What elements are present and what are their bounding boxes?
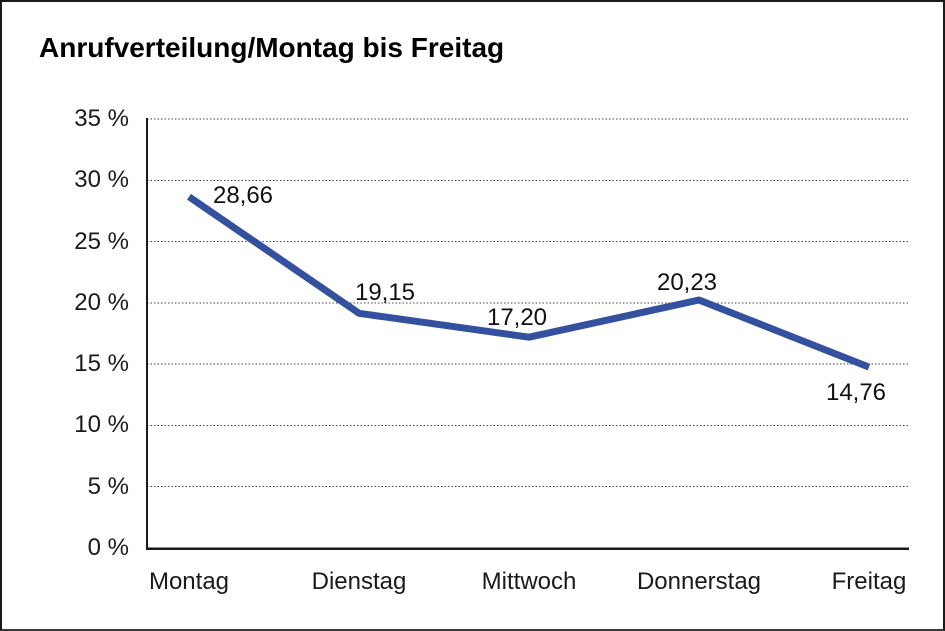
- data-point-label-donnerstag: 20,23: [656, 269, 718, 296]
- data-point-label-montag: 28,66: [212, 182, 274, 209]
- y-tick-label-25: 25 %: [74, 228, 129, 255]
- x-tick-label-mittwoch: Mittwoch: [481, 568, 577, 595]
- data-point-label-dienstag: 19,15: [354, 279, 416, 306]
- x-tick-label-donnerstag: Donnerstag: [636, 568, 762, 595]
- y-tick-label-20: 20 %: [74, 289, 129, 316]
- x-tick-label-freitag: Freitag: [831, 568, 907, 595]
- y-tick-label-5: 5 %: [87, 473, 129, 500]
- data-point-label-mittwoch: 17,20: [486, 304, 548, 331]
- chart-title: Anrufverteilung/Montag bis Freitag: [39, 32, 505, 63]
- y-tick-label-0: 0 %: [87, 534, 129, 561]
- x-tick-label-dienstag: Dienstag: [311, 568, 407, 595]
- y-tick-label-35: 35 %: [74, 105, 129, 132]
- y-tick-label-15: 15 %: [74, 350, 129, 377]
- x-tick-label-montag: Montag: [148, 568, 230, 595]
- data-point-label-freitag: 14,76: [825, 379, 887, 406]
- y-tick-label-30: 30 %: [74, 166, 129, 193]
- data-series-line: [187, 193, 871, 371]
- y-tick-label-10: 10 %: [74, 411, 129, 438]
